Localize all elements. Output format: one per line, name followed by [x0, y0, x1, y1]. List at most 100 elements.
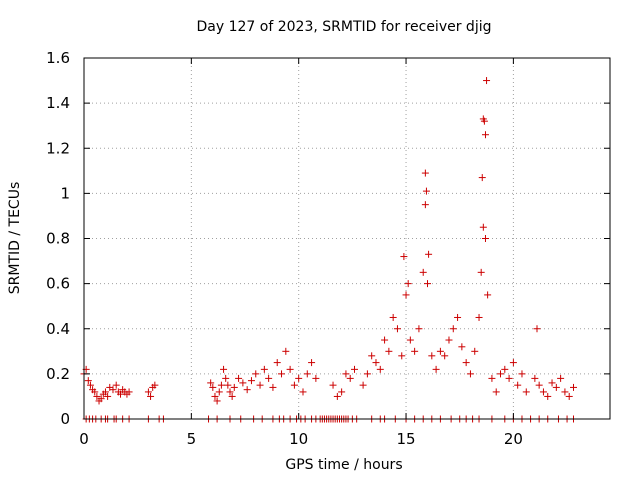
data-point — [398, 352, 406, 360]
data-point — [441, 352, 449, 360]
x-tick-label: 20 — [504, 430, 523, 448]
data-point — [278, 370, 286, 378]
data-points — [80, 77, 578, 423]
data-point — [282, 347, 290, 355]
data-point — [445, 336, 453, 344]
data-point — [333, 392, 341, 400]
data-point — [273, 359, 281, 367]
data-point — [393, 325, 401, 333]
data-point — [230, 383, 238, 391]
data-point — [91, 388, 99, 396]
data-point — [509, 359, 517, 367]
data-point — [372, 359, 380, 367]
data-point — [84, 377, 92, 385]
plot-frame — [83, 57, 611, 420]
data-point — [428, 352, 436, 360]
y-tick-label: 1.2 — [46, 139, 70, 157]
data-point — [424, 280, 432, 288]
data-point — [295, 374, 303, 382]
chart-title: Day 127 of 2023, SRMTID for receiver dji… — [197, 19, 492, 35]
data-point — [211, 392, 219, 400]
data-point — [151, 381, 159, 389]
data-point — [436, 347, 444, 355]
data-point — [497, 370, 505, 378]
data-point — [346, 374, 354, 382]
data-point — [213, 397, 221, 405]
data-point — [265, 374, 273, 382]
data-point — [484, 291, 492, 299]
y-tick-label: 0.4 — [46, 320, 70, 338]
data-point — [552, 383, 560, 391]
data-point — [329, 381, 337, 389]
data-point — [217, 381, 225, 389]
data-point — [209, 383, 217, 391]
data-point — [93, 392, 101, 400]
data-point — [458, 343, 466, 351]
data-point — [215, 388, 223, 396]
y-tick-label: 0.6 — [46, 275, 70, 293]
data-point — [539, 388, 547, 396]
data-point — [269, 383, 277, 391]
data-point — [116, 390, 124, 398]
data-point — [466, 370, 474, 378]
data-point — [421, 201, 429, 209]
data-point — [342, 370, 350, 378]
data-point — [359, 381, 367, 389]
data-point — [312, 374, 320, 382]
data-point — [422, 187, 430, 195]
data-point — [220, 365, 228, 373]
data-point — [290, 381, 298, 389]
data-point — [548, 379, 556, 387]
data-point — [505, 374, 513, 382]
data-point — [400, 253, 408, 261]
gridlines — [84, 58, 610, 419]
data-point — [235, 374, 243, 382]
data-point — [389, 313, 397, 321]
y-tick-label: 0.8 — [46, 230, 70, 248]
data-point — [404, 280, 412, 288]
data-point — [514, 381, 522, 389]
data-point — [492, 388, 500, 396]
data-point — [522, 388, 530, 396]
data-point — [421, 169, 429, 177]
data-point — [363, 370, 371, 378]
data-point — [338, 388, 346, 396]
data-point — [144, 388, 152, 396]
y-tick-label: 1.4 — [46, 94, 70, 112]
data-point — [501, 365, 509, 373]
data-point — [535, 381, 543, 389]
data-point — [411, 347, 419, 355]
data-point — [481, 131, 489, 139]
data-point — [125, 388, 133, 396]
data-point — [488, 374, 496, 382]
data-point — [147, 392, 155, 400]
data-point — [303, 370, 311, 378]
data-point — [531, 374, 539, 382]
data-point — [97, 395, 105, 403]
data-point — [483, 77, 491, 85]
data-point — [247, 377, 255, 385]
data-point — [477, 268, 485, 276]
x-tick-label: 15 — [396, 430, 415, 448]
data-point — [376, 365, 384, 373]
data-point — [308, 359, 316, 367]
data-point — [478, 174, 486, 182]
data-point — [481, 235, 489, 242]
data-point — [432, 365, 440, 373]
data-point — [480, 117, 488, 125]
y-tick-label: 0 — [60, 410, 70, 428]
data-point — [207, 379, 215, 387]
data-point — [557, 374, 565, 382]
data-point — [252, 370, 260, 378]
data-point — [109, 386, 117, 394]
data-point — [228, 392, 236, 400]
x-tick-label: 5 — [187, 430, 197, 448]
data-point — [286, 365, 294, 373]
data-point — [479, 223, 487, 231]
data-point — [112, 381, 120, 389]
data-point — [104, 392, 112, 400]
data-point — [462, 359, 470, 367]
data-point — [385, 347, 393, 355]
data-point — [86, 381, 94, 389]
